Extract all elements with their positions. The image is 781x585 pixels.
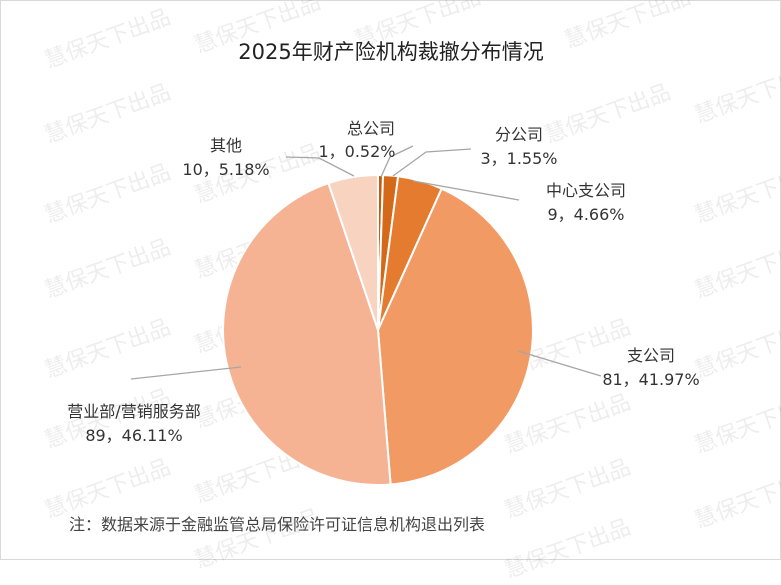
leader-lines (130, 145, 602, 380)
pie-chart: 2025年财产险机构裁撤分布情况 总公司 1，0.52% 分公司 3，1.55% 中心支… (67, 40, 699, 534)
chart-title: 2025年财产险机构裁撤分布情况 (238, 40, 543, 64)
source-note: 注：数据来源于金融监管总局保险许可证信息机构退出列表 (69, 515, 485, 534)
leader-line-5 (130, 366, 242, 380)
slice-label-value-1: 1，0.52% (318, 142, 395, 161)
pie-slice-6 (327, 173, 379, 331)
slice-label-name-5: 营业部/营销服务部 (67, 402, 200, 421)
slice-label-name-3: 中心支公司 (546, 181, 626, 200)
slice-label-value-4: 81，41.97% (602, 370, 699, 389)
leader-line-1 (380, 145, 414, 178)
slice-label-value-5: 89，46.11% (85, 426, 182, 445)
pie-slices (222, 173, 534, 486)
data-labels: 总公司 1，0.52% 分公司 3，1.55% 中心支公司 9，4.66% 支公司 81，41… (67, 119, 699, 445)
leader-line-4 (517, 350, 602, 377)
slice-label-name-4: 支公司 (627, 346, 675, 365)
slice-label-name-6: 其他 (210, 136, 242, 155)
slice-label-value-2: 3，1.55% (480, 149, 557, 168)
pie-slice-4 (376, 187, 534, 486)
slice-label-name-1: 总公司 (347, 119, 395, 138)
slice-label-name-2: 分公司 (495, 125, 543, 144)
leader-line-2 (392, 148, 472, 177)
slice-label-value-6: 10，5.18% (182, 160, 269, 179)
pie-slice-5 (222, 181, 392, 486)
leader-line-6 (285, 156, 355, 177)
leader-line-3 (412, 180, 520, 201)
slice-label-value-3: 9，4.66% (547, 205, 624, 224)
